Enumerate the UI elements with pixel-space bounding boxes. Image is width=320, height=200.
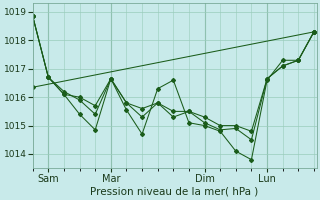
X-axis label: Pression niveau de la mer( hPa ): Pression niveau de la mer( hPa ) <box>91 187 259 197</box>
